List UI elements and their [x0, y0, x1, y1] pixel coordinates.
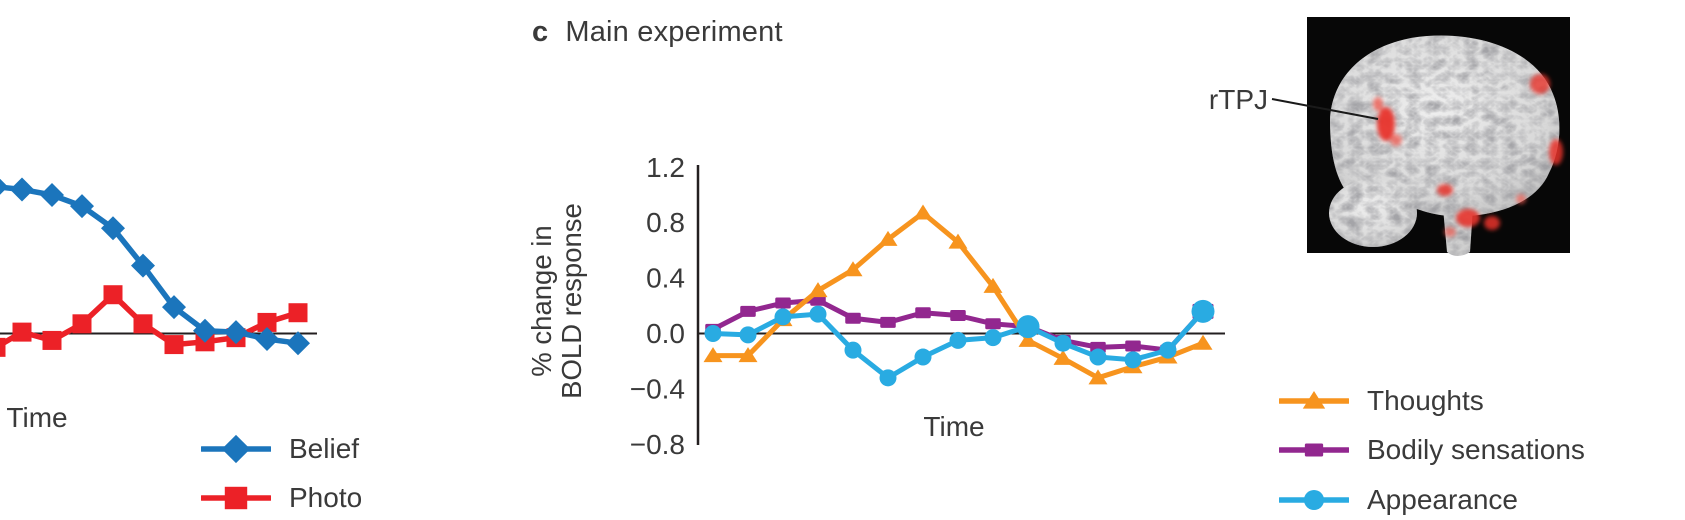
legend-label-belief: Belief [289, 433, 360, 464]
svg-text:0.8: 0.8 [646, 207, 685, 238]
panel-letter: c [532, 16, 549, 48]
svg-text:1.2: 1.2 [646, 152, 685, 183]
panel-title: c Main experiment [532, 16, 783, 49]
main-chart-x-axis-label: Time [923, 411, 985, 442]
legend-item-photo: Photo [201, 480, 362, 516]
legend-label-photo: Photo [289, 482, 363, 513]
y-axis-title: % change in BOLD response [526, 151, 587, 451]
thoughts-triangle-icon [1279, 390, 1349, 409]
svg-text:0.0: 0.0 [646, 318, 685, 349]
legend-label-thoughts: Thoughts [1367, 385, 1484, 416]
y-axis-title-line2: BOLD response [556, 203, 587, 399]
y-axis-title-line1: % change in [526, 225, 557, 377]
rtpj-pointer-line [1271, 98, 1379, 120]
appearance-circle-icon [1279, 489, 1349, 511]
legend-label-appearance: Appearance [1367, 484, 1519, 515]
photo-square-icon [201, 486, 271, 510]
brain-image [1271, 17, 1570, 256]
left-chart-x-axis-label: Time [6, 402, 68, 433]
legend-item-thoughts: Thoughts [1279, 383, 1484, 419]
legend-item-appearance: Appearance [1279, 482, 1518, 518]
bodily-sensations-square-icon [1279, 443, 1349, 457]
rtpj-label: rTPJ [1208, 84, 1268, 115]
svg-text:−0.8: −0.8 [630, 429, 685, 460]
panel-title-text: Main experiment [565, 16, 783, 48]
belief-diamond-icon [201, 434, 271, 464]
generated-charts: 1.2 0.8 0.4 0.0 −0.4 −0.8 [0, 152, 1225, 460]
svg-text:−0.4: −0.4 [630, 373, 685, 404]
legend-item-belief: Belief [201, 431, 359, 467]
activation-blobs [1373, 74, 1563, 237]
legend-item-bodily-sensations: Bodily sensations [1279, 432, 1585, 468]
legend-label-bodily-sensations: Bodily sensations [1367, 434, 1585, 465]
svg-text:0.4: 0.4 [646, 263, 685, 294]
